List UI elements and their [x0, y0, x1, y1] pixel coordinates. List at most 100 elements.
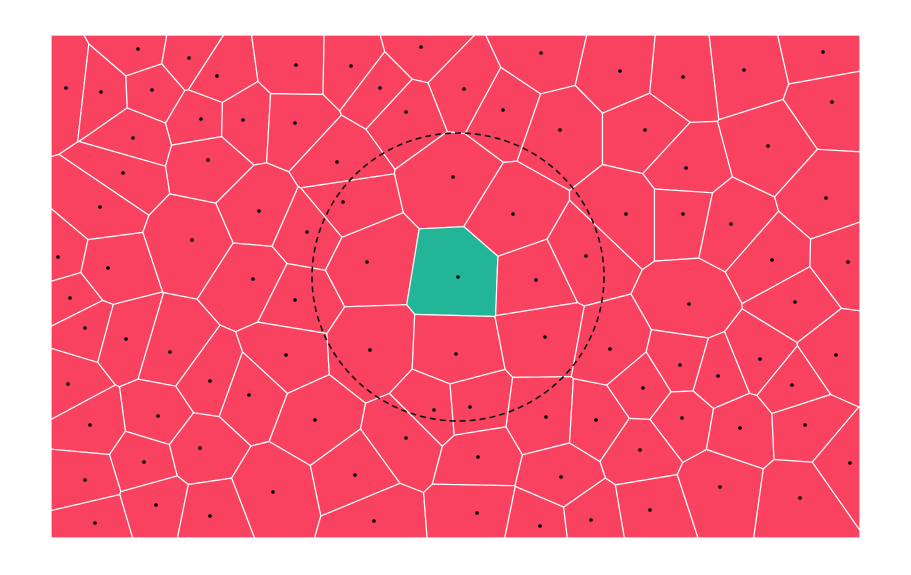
seed-point	[56, 255, 60, 259]
seed-point	[142, 460, 146, 464]
seed-point	[476, 455, 480, 459]
seed-point	[215, 74, 219, 78]
seed-point	[293, 121, 297, 125]
seed-point	[451, 175, 455, 179]
seed-point	[539, 51, 543, 55]
seed-point	[124, 337, 128, 341]
cell	[50, 494, 134, 539]
seed-point	[462, 87, 466, 91]
seed-point	[251, 277, 255, 281]
seed-point	[99, 90, 103, 94]
seed-point	[687, 302, 691, 306]
seed-point	[68, 296, 72, 300]
seed-point	[758, 357, 762, 361]
seed-point	[766, 144, 770, 148]
seed-point	[365, 260, 369, 264]
seed-point	[534, 278, 538, 282]
neighborhood-circle	[311, 132, 605, 422]
seed-point	[584, 254, 588, 258]
seed-point	[305, 230, 309, 234]
seed-point	[681, 75, 685, 79]
seed-point	[241, 118, 245, 122]
seed-point	[353, 473, 357, 477]
seed-point	[154, 503, 158, 507]
seed-point	[247, 393, 251, 397]
seed-point	[544, 415, 548, 419]
seed-point	[643, 128, 647, 132]
cells	[50, 34, 861, 539]
seed-point	[589, 518, 593, 522]
seed-point	[271, 490, 275, 494]
seed-point	[313, 418, 317, 422]
seed-point	[83, 326, 87, 330]
seed-point	[150, 88, 154, 92]
seed-point	[648, 508, 652, 512]
seed-point	[432, 408, 436, 412]
seed-point	[790, 383, 794, 387]
seed-point	[680, 416, 684, 420]
seed-point	[501, 108, 505, 112]
seed-point	[538, 524, 542, 528]
seed-point	[208, 379, 212, 383]
seed-point	[93, 521, 97, 525]
seed-point	[456, 275, 460, 279]
seed-point	[468, 405, 472, 409]
seed-point	[475, 511, 479, 515]
seed-point	[729, 222, 733, 226]
seed-point	[156, 414, 160, 418]
seed-point	[378, 86, 382, 90]
seed-point	[293, 298, 297, 302]
seed-point	[404, 436, 408, 440]
seed-point	[106, 266, 110, 270]
cell	[176, 477, 256, 539]
seed-point	[168, 350, 172, 354]
seed-point	[594, 418, 598, 422]
cell	[614, 474, 699, 539]
seed-point	[66, 382, 70, 386]
seed-point	[198, 446, 202, 450]
seed-point	[187, 56, 191, 60]
seed-point	[131, 136, 135, 140]
seed-point	[64, 86, 68, 90]
seed-point	[284, 353, 288, 357]
seeds	[56, 45, 852, 528]
seed-point	[742, 68, 746, 72]
seed-point	[559, 475, 563, 479]
cell	[494, 302, 585, 378]
seed-point	[821, 50, 825, 54]
cell	[423, 483, 516, 539]
seed-point	[608, 347, 612, 351]
seed-point	[368, 348, 372, 352]
seed-point	[341, 200, 345, 204]
seed-point	[335, 160, 339, 164]
seed-point	[257, 209, 261, 213]
seed-point	[208, 514, 212, 518]
seed-point	[511, 212, 515, 216]
seed-point	[738, 426, 742, 430]
seed-point	[798, 496, 802, 500]
seed-point	[846, 260, 850, 264]
seed-point	[349, 64, 353, 68]
seed-point	[98, 205, 102, 209]
seed-point	[824, 196, 828, 200]
seed-point	[419, 45, 423, 49]
seed-point	[206, 158, 210, 162]
seed-point	[190, 238, 194, 242]
seed-point	[121, 171, 125, 175]
seed-point	[678, 363, 682, 367]
seed-point	[681, 212, 685, 216]
seed-point	[294, 63, 298, 67]
seed-point	[372, 519, 376, 523]
seed-point	[88, 423, 92, 427]
seed-point	[558, 128, 562, 132]
seed-point	[834, 353, 838, 357]
seed-point	[641, 386, 645, 390]
seed-point	[793, 300, 797, 304]
seed-point	[684, 166, 688, 170]
cell	[753, 458, 861, 539]
seed-point	[803, 423, 807, 427]
seed-point	[83, 478, 87, 482]
seed-point	[718, 485, 722, 489]
seed-point	[618, 69, 622, 73]
